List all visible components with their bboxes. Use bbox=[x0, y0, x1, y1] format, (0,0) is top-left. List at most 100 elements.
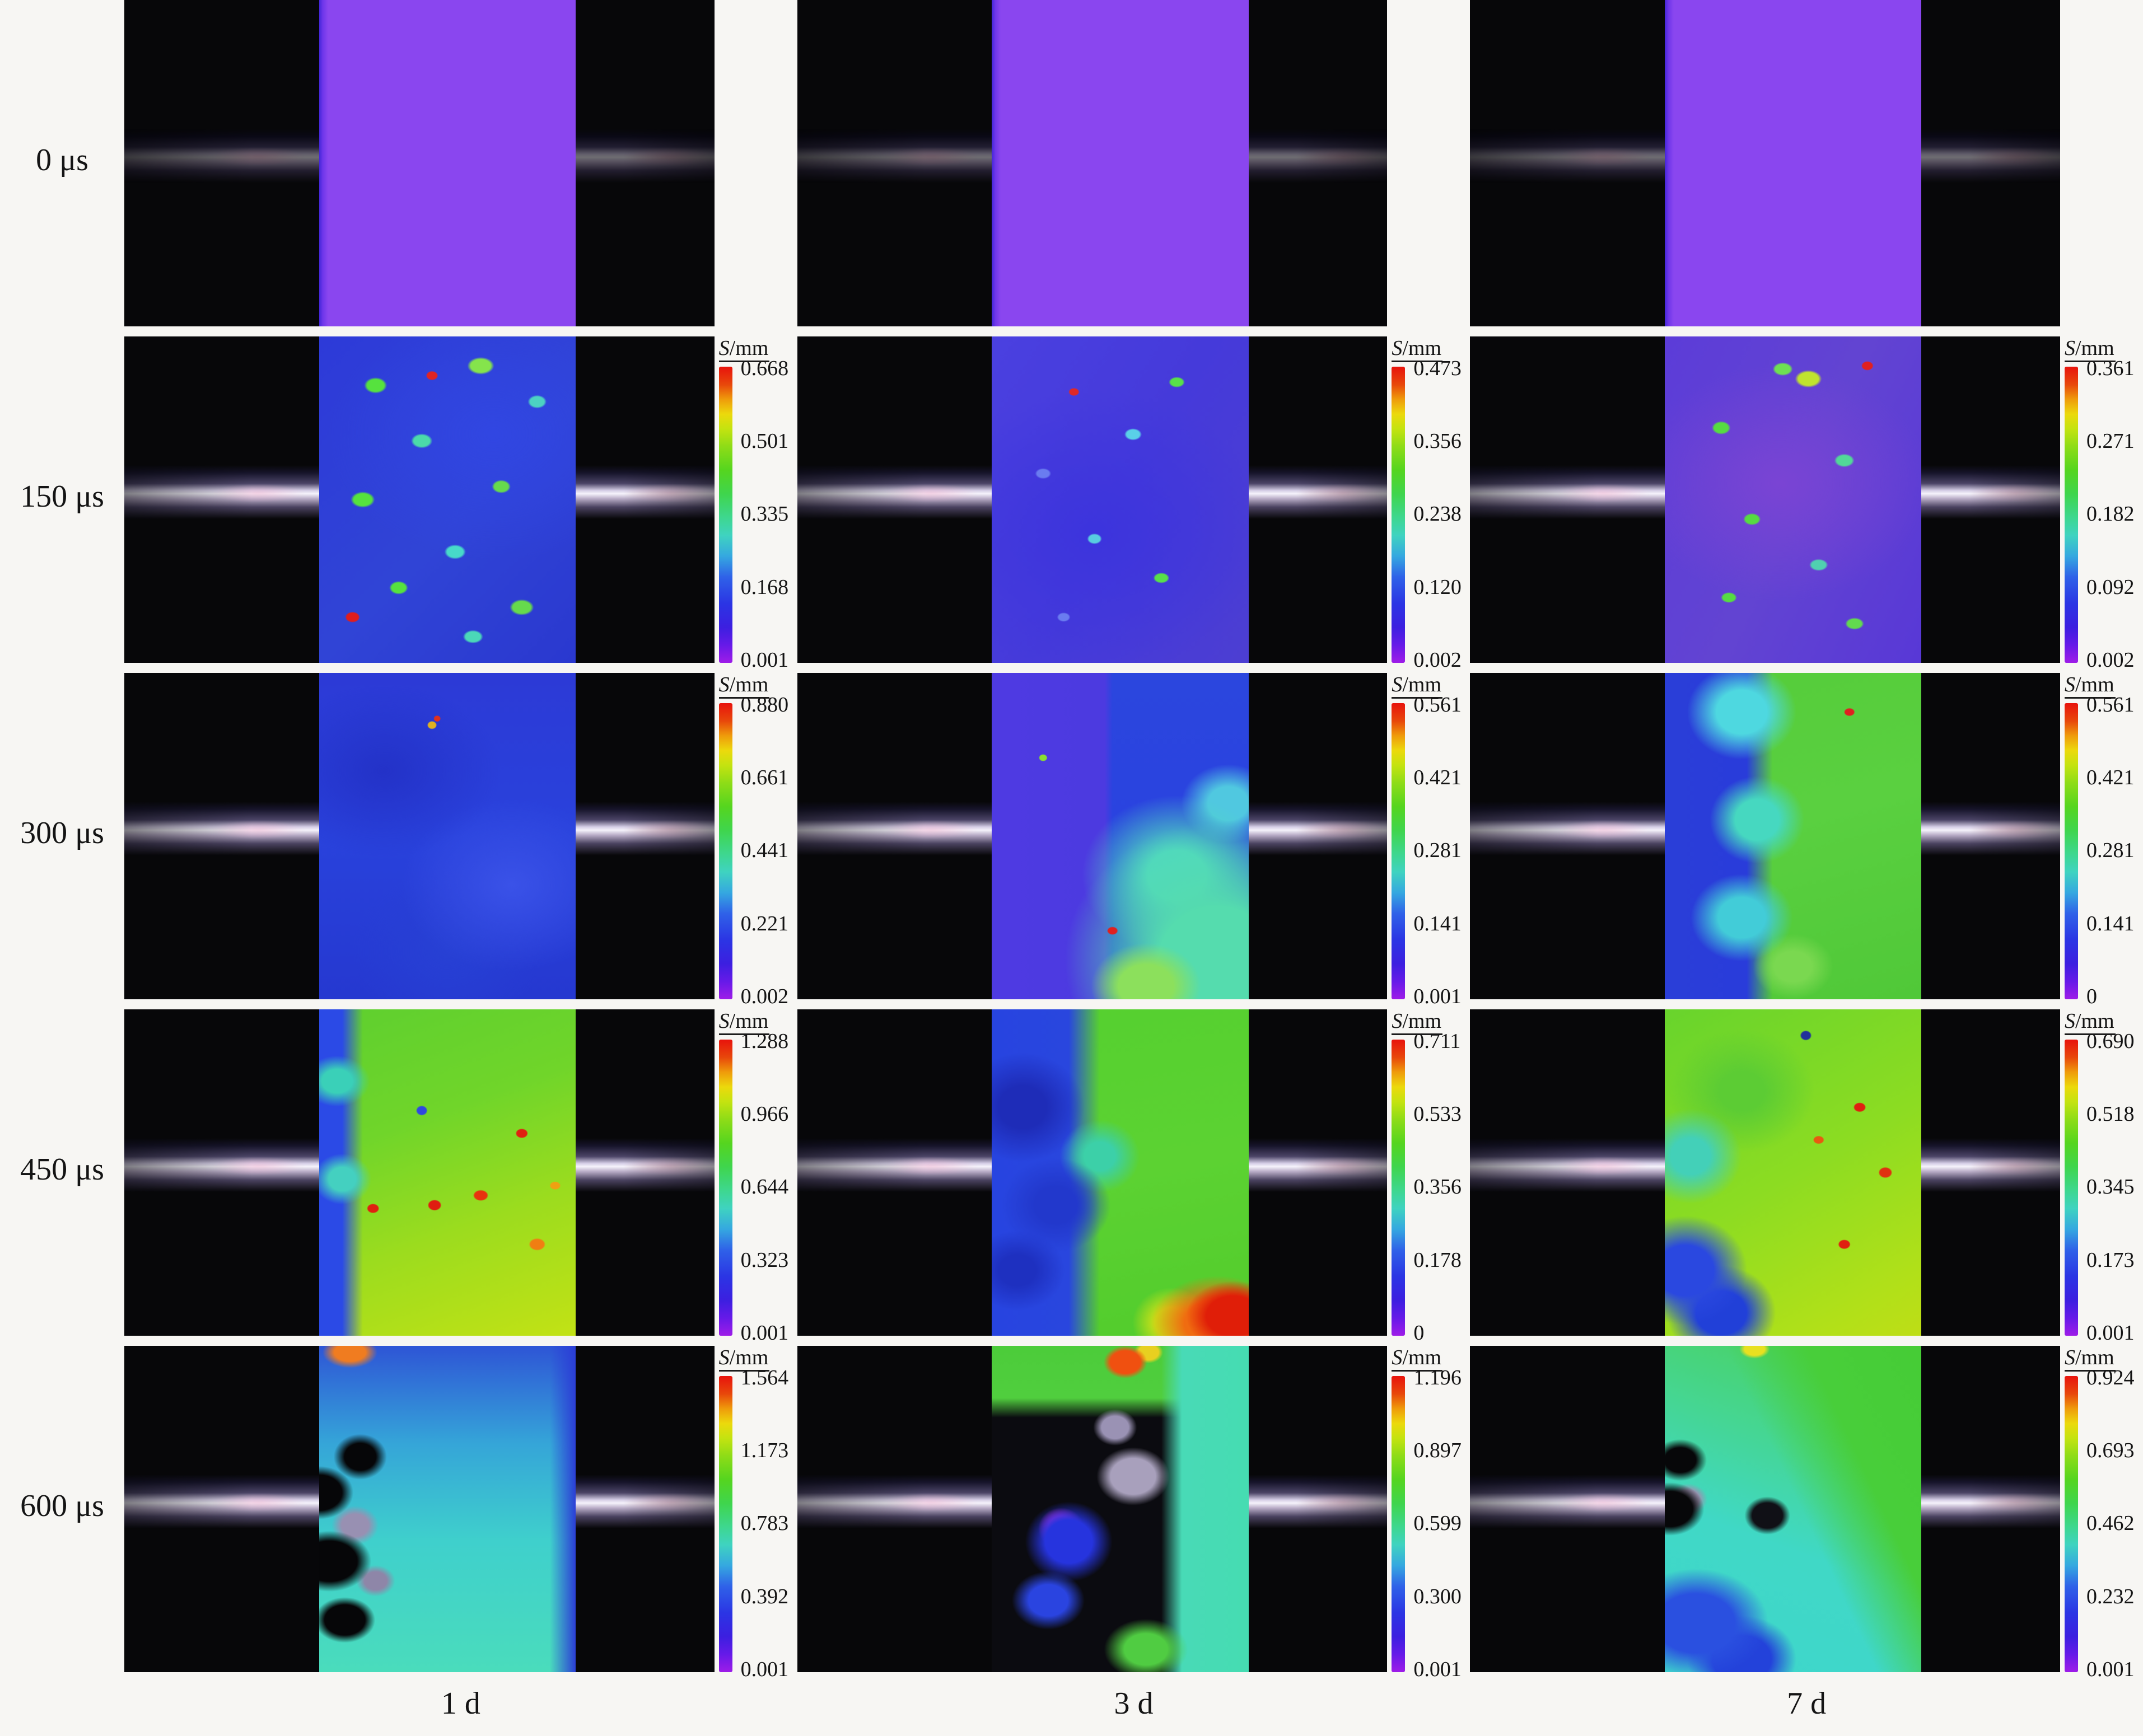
colorbar-tick: 0.001 bbox=[740, 1321, 789, 1345]
colorbar-tick: 0.421 bbox=[2086, 766, 2135, 790]
colorbar-tick: 0.092 bbox=[2086, 575, 2135, 599]
colorbar-tick: 0.001 bbox=[1413, 1657, 1462, 1681]
colorbar-tick: 0.441 bbox=[740, 839, 789, 863]
colorbar-gradient bbox=[1392, 1375, 1406, 1672]
scale-symbol: S bbox=[718, 1346, 730, 1369]
colorbar-tick: 0.281 bbox=[2086, 839, 2135, 863]
specimen-image bbox=[124, 673, 715, 999]
colorbar-ticks: 0.924 0.693 0.462 0.232 0.001 bbox=[2078, 1367, 2143, 1680]
incident-bar bbox=[124, 129, 321, 183]
specimen-dic-map bbox=[319, 1009, 576, 1336]
scale-symbol: S bbox=[718, 1009, 730, 1033]
colorbar-tick: 0.001 bbox=[740, 648, 789, 672]
colorbar-tick: 0.462 bbox=[2086, 1512, 2135, 1536]
panel-450us-7d: S/mm 0.690 0.518 0.345 0.173 0.001 bbox=[1470, 1009, 2143, 1346]
specimen-image bbox=[1470, 673, 2060, 999]
incident-bar bbox=[1470, 129, 1667, 183]
colorbar-tick: 0.356 bbox=[1413, 429, 1462, 453]
colorbar-ticks: 0.690 0.518 0.345 0.173 0.001 bbox=[2078, 1031, 2143, 1344]
colorbar-gradient bbox=[718, 703, 732, 999]
specimen-image bbox=[797, 0, 1388, 326]
colorbar-tick: 0.335 bbox=[740, 502, 789, 526]
panel-300us-1d: S/mm 0.880 0.661 0.441 0.221 0.002 bbox=[124, 673, 797, 1009]
specimen-image bbox=[124, 336, 715, 663]
incident-bar bbox=[1470, 1475, 1667, 1529]
scale-symbol: S bbox=[718, 336, 730, 360]
panel-300us-3d: S/mm 0.561 0.421 0.281 0.141 0.001 bbox=[797, 673, 1470, 1009]
colorbar: S/mm 0.561 0.421 0.281 0.141 0.001 bbox=[1387, 673, 1470, 1007]
incident-bar bbox=[124, 802, 321, 856]
colorbar-tick: 0.924 bbox=[2086, 1365, 2135, 1389]
specimen-image bbox=[797, 1346, 1388, 1672]
specimen-dic-map bbox=[1665, 336, 1922, 663]
colorbar-tick: 0.238 bbox=[1413, 502, 1462, 526]
row-label-600us: 600 μs bbox=[20, 1488, 104, 1523]
colorbar-tick: 0.473 bbox=[1413, 356, 1462, 380]
row-label-450us: 450 μs bbox=[20, 1152, 104, 1187]
colorbar-title: S/mm bbox=[1392, 1009, 1443, 1035]
scale-symbol: S bbox=[2064, 1009, 2075, 1033]
specimen-dic-map bbox=[1665, 673, 1922, 999]
colorbar-tick: 0.897 bbox=[1413, 1439, 1462, 1463]
incident-bar bbox=[1470, 465, 1667, 520]
colorbar-title: S/mm bbox=[1392, 336, 1443, 362]
colorbar-gradient bbox=[718, 366, 732, 663]
colorbar-tick: 1.288 bbox=[740, 1029, 789, 1053]
colorbar-tick: 0.323 bbox=[740, 1248, 789, 1272]
colorbar-gradient bbox=[718, 1039, 732, 1336]
colorbar-title: S/mm bbox=[718, 1009, 770, 1035]
colorbar-ticks: 0.361 0.271 0.182 0.092 0.002 bbox=[2078, 358, 2143, 671]
scale-symbol: S bbox=[718, 673, 730, 696]
specimen-dic-map bbox=[992, 673, 1249, 999]
specimen-image bbox=[797, 1009, 1388, 1336]
colorbar: S/mm 1.196 0.897 0.599 0.300 0.001 bbox=[1387, 1346, 1470, 1680]
specimen-image bbox=[1470, 1009, 2060, 1336]
row-label-150us: 150 μs bbox=[20, 479, 104, 514]
colorbar-gradient bbox=[2064, 1039, 2078, 1336]
incident-bar bbox=[797, 1475, 994, 1529]
panel-150us-3d: S/mm 0.473 0.356 0.238 0.120 0.002 bbox=[797, 336, 1470, 673]
colorbar-tick: 0.002 bbox=[740, 984, 789, 1008]
column-label-1d: 1 d bbox=[441, 1686, 480, 1721]
panel-0us-1d bbox=[124, 0, 797, 336]
bottom-spacer bbox=[0, 1682, 124, 1736]
specimen-image bbox=[1470, 336, 2060, 663]
scale-symbol: S bbox=[2064, 1346, 2075, 1369]
colorbar-tick: 0.661 bbox=[740, 766, 789, 790]
colorbar-tick: 0.561 bbox=[2086, 692, 2135, 717]
colorbar-gradient bbox=[2064, 366, 2078, 663]
transmission-bar bbox=[575, 465, 715, 520]
colorbar-ticks: 0.711 0.533 0.356 0.178 0 bbox=[1405, 1031, 1470, 1344]
transmission-bar bbox=[1248, 802, 1388, 856]
column-label-3d: 3 d bbox=[1114, 1686, 1154, 1721]
scale-symbol: S bbox=[1392, 1009, 1403, 1033]
scale-symbol: S bbox=[1392, 1346, 1403, 1369]
panel-150us-1d: S/mm 0.668 0.501 0.335 0.168 0.001 bbox=[124, 336, 797, 673]
colorbar-tick: 0.599 bbox=[1413, 1512, 1462, 1536]
colorbar-tick: 0.421 bbox=[1413, 766, 1462, 790]
colorbar-tick: 0.783 bbox=[740, 1512, 789, 1536]
colorbar-tick: 0.345 bbox=[2086, 1175, 2135, 1199]
transmission-bar bbox=[575, 1475, 715, 1529]
colorbar-tick: 0.518 bbox=[2086, 1102, 2135, 1126]
colorbar-ticks: 0.668 0.501 0.335 0.168 0.001 bbox=[732, 358, 797, 671]
colorbar-ticks: 1.564 1.173 0.783 0.392 0.001 bbox=[732, 1367, 797, 1680]
colorbar-tick: 1.196 bbox=[1413, 1365, 1462, 1389]
transmission-bar bbox=[1921, 1138, 2060, 1192]
specimen-dic-map bbox=[319, 1346, 576, 1672]
colorbar: S/mm 0.690 0.518 0.345 0.173 0.001 bbox=[2060, 1009, 2143, 1344]
colorbar-tick: 0.561 bbox=[1413, 692, 1462, 717]
colorbar: S/mm 1.564 1.173 0.783 0.392 0.001 bbox=[715, 1346, 797, 1680]
colorbar: S/mm 1.288 0.966 0.644 0.323 0.001 bbox=[715, 1009, 797, 1344]
colorbar-tick: 0.668 bbox=[740, 356, 789, 380]
specimen-speckle-cover bbox=[1665, 0, 1922, 326]
colorbar-tick: 0.141 bbox=[2086, 911, 2135, 935]
colorbar-tick: 0.690 bbox=[2086, 1029, 2135, 1053]
colorbar-tick: 0.693 bbox=[2086, 1439, 2135, 1463]
scale-unit: /mm bbox=[2075, 1009, 2114, 1033]
colorbar-tick: 0.361 bbox=[2086, 356, 2135, 380]
colorbar-tick: 1.173 bbox=[740, 1439, 789, 1463]
transmission-bar bbox=[1248, 1475, 1388, 1529]
scale-unit: /mm bbox=[729, 1346, 769, 1369]
